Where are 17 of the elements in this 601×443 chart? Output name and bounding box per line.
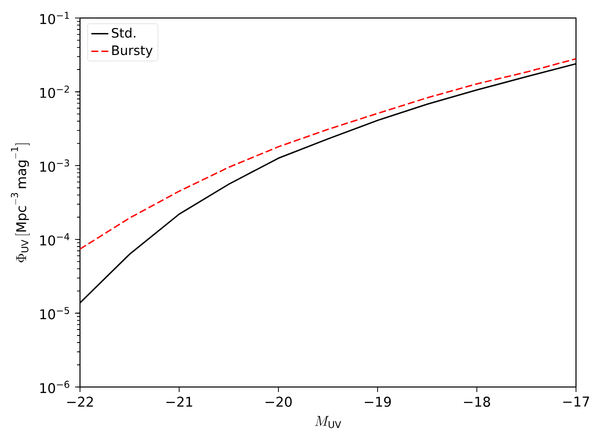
x-axis-title: $M_{\rm UV}$ <box>314 416 342 428</box>
y-tick-label: 10$^{−1}$ <box>40 12 69 24</box>
legend-label: Bursty <box>112 46 153 58</box>
y-axis-title: $\Phi_{\rm UV}\,[{\rm Mpc^{-3}\,mag^{-1}}]$ <box>10 144 30 262</box>
x-tick-label: −18 <box>464 396 490 407</box>
x-tick-label: −21 <box>166 396 192 407</box>
x-tick-label: −22 <box>67 396 93 407</box>
x-tick-label: −19 <box>364 396 391 407</box>
y-tick-label: 10$^{−5}$ <box>40 307 69 320</box>
line-series <box>80 58 576 250</box>
y-tick-label: 10$^{−3}$ <box>40 159 70 172</box>
y-tick-label: 10$^{−6}$ <box>40 380 70 394</box>
y-tick-label: 10$^{−4}$ <box>40 233 70 246</box>
legend-label: Std. <box>112 28 136 38</box>
y-tick-label: 10$^{−2}$ <box>40 86 69 98</box>
x-tick-label: −17 <box>563 396 590 406</box>
x-tick-label: −20 <box>266 396 292 407</box>
